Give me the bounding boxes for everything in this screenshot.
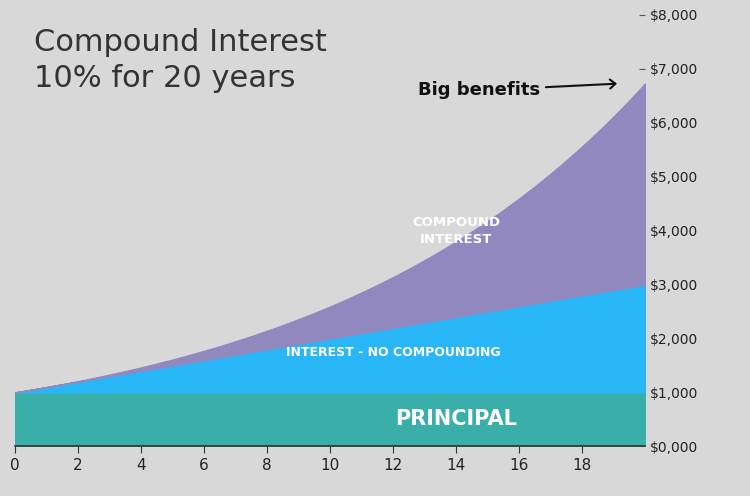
Text: COMPOUND
INTEREST: COMPOUND INTEREST [412,216,500,246]
Text: Compound Interest
10% for 20 years: Compound Interest 10% for 20 years [34,28,327,93]
Text: Big benefits: Big benefits [419,79,616,99]
Text: PRINCIPAL: PRINCIPAL [395,409,517,430]
Text: INTEREST - NO COMPOUNDING: INTEREST - NO COMPOUNDING [286,346,500,359]
